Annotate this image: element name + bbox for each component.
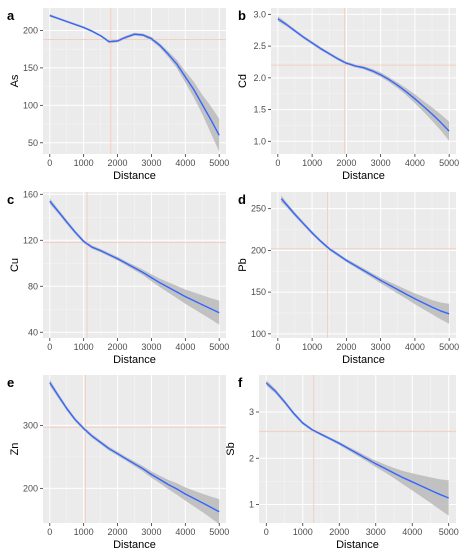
panel-letter-c: c [7, 192, 14, 207]
x-tick-label-b: 4000 [405, 158, 425, 168]
trend-line-e [49, 382, 220, 513]
y-tick-label-d: 150 [251, 287, 266, 297]
panel-f: 0 1000 2000 3000 4000 5000 1 2 3 Distance Sb f [225, 375, 459, 550]
x-tick-label-d: 2000 [336, 342, 356, 352]
x-tick-label-c: 3000 [141, 342, 161, 352]
panel-letter-d: d [238, 192, 246, 207]
trend-line-c [49, 200, 220, 314]
y-axis-title-b: Cd [237, 74, 249, 88]
x-tick-label-c: 5000 [209, 342, 229, 352]
confidence-band-e [49, 379, 220, 525]
confidence-band-d [281, 195, 450, 324]
trend-line-f [265, 382, 449, 499]
y-tick-label-a: 100 [23, 100, 38, 110]
trend-line-d [280, 198, 450, 315]
panel-a: 0 1000 2000 3000 4000 5000 50 100 150 200 Distance… [7, 8, 229, 182]
y-tick-label-c: 120 [23, 235, 38, 245]
x-tick-label-d: 3000 [371, 342, 391, 352]
y-tick-label-d: 200 [251, 245, 266, 255]
y-tick-label-a: 50 [28, 138, 38, 148]
y-axis-title-d: Pb [237, 258, 249, 271]
x-tick-label-b: 2000 [336, 158, 356, 168]
y-axis-title-c: Cu [9, 258, 21, 272]
x-tick-label-f: 3000 [366, 527, 386, 537]
x-tick-label-c: 1000 [74, 342, 94, 352]
x-tick-label-e: 3000 [141, 527, 161, 537]
trend-line-b [277, 18, 450, 132]
y-tick-label-a: 200 [23, 25, 38, 35]
x-tick-label-d: 4000 [405, 342, 425, 352]
y-tick-label-b: 3.0 [253, 9, 266, 19]
y-tick-label-c: 160 [23, 189, 38, 199]
x-axis-title-e: Distance [113, 539, 156, 550]
panel-letter-e: e [7, 375, 14, 390]
y-axis-title-e: Zn [9, 443, 21, 456]
x-tick-label-c: 4000 [175, 342, 195, 352]
panel-e: 0 1000 2000 3000 4000 5000 200 300 Distance Zn e [7, 375, 229, 550]
x-tick-label-f: 5000 [439, 527, 459, 537]
y-tick-label-c: 40 [28, 327, 38, 337]
panel-letter-f: f [238, 375, 243, 390]
confidence-band-b [277, 16, 450, 141]
x-tick-label-c: 0 [47, 342, 52, 352]
panel-letter-a: a [7, 8, 15, 23]
x-tick-label-d: 5000 [439, 342, 459, 352]
y-tick-label-f: 2 [249, 453, 254, 463]
x-axis-title-b: Distance [342, 170, 385, 182]
trend-line-a [49, 14, 220, 136]
x-tick-label-e: 1000 [74, 527, 94, 537]
x-tick-label-d: 1000 [302, 342, 322, 352]
x-tick-label-a: 4000 [175, 158, 195, 168]
y-tick-label-f: 1 [249, 500, 254, 510]
x-tick-label-a: 0 [47, 158, 52, 168]
y-tick-label-d: 250 [251, 204, 266, 214]
x-tick-label-b: 3000 [371, 158, 391, 168]
y-tick-label-b: 2.5 [253, 41, 266, 51]
panel-letter-b: b [238, 8, 246, 23]
confidence-band-f [266, 380, 449, 516]
x-axis-title-f: Distance [336, 539, 379, 550]
x-tick-label-a: 3000 [141, 158, 161, 168]
x-tick-label-f: 2000 [329, 527, 349, 537]
x-axis-title-d: Distance [342, 354, 385, 366]
confidence-band-c [49, 198, 220, 325]
panel-b: 0 1000 2000 3000 4000 5000 1.0 1.5 2.0 2.5 3.0 Dist… [237, 8, 459, 182]
x-tick-label-f: 1000 [293, 527, 313, 537]
x-tick-label-e: 2000 [108, 527, 128, 537]
x-tick-label-a: 2000 [108, 158, 128, 168]
y-tick-label-d: 100 [251, 329, 266, 339]
x-tick-label-b: 0 [275, 158, 280, 168]
x-tick-label-a: 1000 [74, 158, 94, 168]
x-tick-label-b: 5000 [439, 158, 459, 168]
x-tick-label-e: 5000 [209, 527, 229, 537]
y-tick-label-f: 3 [249, 407, 254, 417]
y-axis-title-a: As [9, 74, 21, 87]
y-tick-label-a: 150 [23, 63, 38, 73]
x-tick-label-d: 0 [275, 342, 280, 352]
y-tick-label-c: 80 [28, 281, 38, 291]
y-tick-label-b: 2.0 [253, 73, 266, 83]
x-tick-label-e: 0 [47, 527, 52, 537]
x-tick-label-b: 1000 [302, 158, 322, 168]
panel-c: 0 1000 2000 3000 4000 5000 40 80 120 160 Distance C… [7, 189, 229, 366]
x-tick-label-e: 4000 [175, 527, 195, 537]
x-axis-title-c: Distance [113, 354, 156, 366]
y-tick-label-b: 1.0 [253, 136, 266, 146]
x-tick-label-f: 4000 [402, 527, 422, 537]
panel-d: 0 1000 2000 3000 4000 5000 100 150 200 250 Distanc… [237, 192, 459, 366]
x-tick-label-a: 5000 [209, 158, 229, 168]
x-axis-title-a: Distance [113, 170, 156, 182]
x-tick-label-f: 0 [264, 527, 269, 537]
y-axis-title-f: Sb [225, 442, 237, 455]
y-tick-label-b: 1.5 [253, 105, 266, 115]
y-tick-label-e: 300 [23, 420, 38, 430]
x-tick-label-c: 2000 [108, 342, 128, 352]
y-tick-label-e: 200 [23, 483, 38, 493]
